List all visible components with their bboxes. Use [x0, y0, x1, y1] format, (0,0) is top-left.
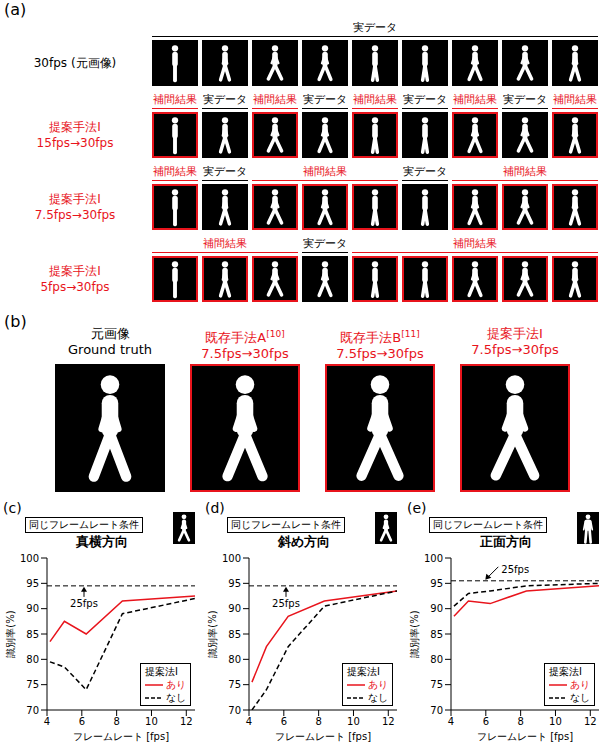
- svg-text:12: 12: [584, 716, 597, 727]
- html-text:補間結果: 補間結果: [253, 93, 297, 106]
- svg-text:8: 8: [517, 716, 523, 727]
- svg-text:95: 95: [26, 578, 39, 589]
- svg-text:12: 12: [382, 716, 395, 727]
- html-text:7.5fps→30fps: 7.5fps→30fps: [336, 346, 424, 362]
- svg-text:8: 8: [113, 716, 119, 727]
- html-text:補間結果: 補間結果: [453, 237, 497, 250]
- svg-text:75: 75: [430, 679, 443, 690]
- html-text:5fps→30fps: 5fps→30fps: [40, 280, 110, 294]
- html-text:元画像: 元画像: [90, 326, 130, 341]
- svg-text:100: 100: [424, 553, 443, 564]
- html-text:斜め方向: 斜め方向: [278, 534, 330, 549]
- html-text:7.5fps→30fps: 7.5fps→30fps: [471, 342, 559, 357]
- svg-text:12: 12: [180, 716, 193, 727]
- html-text:提案手法I: 提案手法I: [487, 326, 543, 341]
- html-text:補間結果: 補間結果: [453, 93, 497, 106]
- html-text:提案法I: 提案法I: [145, 666, 178, 677]
- html-text:あり: あり: [570, 679, 590, 690]
- html-text:Ground truth: Ground truth: [68, 342, 152, 357]
- svg-text:フレームレート [fps]: フレームレート [fps]: [275, 731, 371, 742]
- html-text:あり: あり: [368, 679, 388, 690]
- svg-text:90: 90: [430, 603, 443, 614]
- svg-text:85: 85: [26, 629, 39, 640]
- html-text:既存手法A[10]: 既存手法A[10]: [205, 329, 285, 346]
- svg-text:フレームレート [fps]: フレームレート [fps]: [73, 731, 169, 742]
- html-text:識別率(%): 識別率(%): [207, 610, 218, 658]
- svg-text:6: 6: [79, 716, 85, 727]
- svg-text:25fps: 25fps: [70, 598, 98, 609]
- html-text:実データ: 実データ: [503, 93, 547, 106]
- html-text:提案手法I: 提案手法I: [49, 264, 101, 278]
- html-text:7.5fps→30fps: 7.5fps→30fps: [201, 346, 289, 362]
- html-text:実データ: 実データ: [203, 93, 247, 106]
- html-text:実データ: 実データ: [303, 93, 347, 106]
- svg-text:90: 90: [26, 603, 39, 614]
- svg-text:85: 85: [430, 629, 443, 640]
- html-text:正面方向: 正面方向: [480, 534, 532, 549]
- html-text:あり: あり: [166, 679, 186, 690]
- svg-text:85: 85: [228, 629, 241, 640]
- svg-text:80: 80: [430, 654, 443, 665]
- html-text:補間結果: 補間結果: [553, 93, 597, 106]
- svg-text:6: 6: [483, 716, 489, 727]
- html-text:(a): (a): [4, 0, 27, 19]
- html-text:提案法I: 提案法I: [549, 666, 582, 677]
- svg-text:25fps: 25fps: [272, 598, 300, 609]
- svg-text:10: 10: [347, 716, 360, 727]
- html-text:なし: なし: [166, 692, 186, 703]
- svg-text:6: 6: [281, 716, 287, 727]
- html-text:15fps→30fps: 15fps→30fps: [36, 136, 114, 150]
- html-text:実データ: 実データ: [353, 21, 397, 34]
- svg-text:100: 100: [222, 553, 241, 564]
- html-text:補間結果: 補間結果: [353, 93, 397, 106]
- svg-text:95: 95: [430, 578, 443, 589]
- svg-text:10: 10: [145, 716, 158, 727]
- html-text:提案法I: 提案法I: [347, 666, 380, 677]
- html-text:実データ: 実データ: [303, 237, 347, 250]
- html-text:実データ: 実データ: [403, 165, 447, 178]
- svg-text:70: 70: [430, 705, 443, 716]
- svg-text:75: 75: [26, 679, 39, 690]
- svg-text:95: 95: [228, 578, 241, 589]
- svg-text:80: 80: [228, 654, 241, 665]
- html-text:真横方向: 真横方向: [76, 534, 128, 549]
- html-text:識別率(%): 識別率(%): [409, 610, 420, 658]
- svg-text:4: 4: [246, 716, 252, 727]
- svg-text:10: 10: [549, 716, 562, 727]
- svg-text:80: 80: [26, 654, 39, 665]
- html-text:(e): (e): [407, 500, 427, 516]
- html-text:実データ: 実データ: [203, 165, 247, 178]
- svg-text:25fps: 25fps: [501, 564, 529, 575]
- html-text:(c): (c): [3, 500, 22, 516]
- svg-text:4: 4: [44, 716, 50, 727]
- html-text:補間結果: 補間結果: [203, 237, 247, 250]
- svg-text:70: 70: [228, 705, 241, 716]
- svg-text:100: 100: [20, 553, 39, 564]
- html-text:なし: なし: [570, 692, 590, 703]
- html-text:既存手法B[11]: 既存手法B[11]: [340, 329, 420, 346]
- html-text:実データ: 実データ: [403, 93, 447, 106]
- html-text:7.5fps→30fps: 7.5fps→30fps: [34, 208, 116, 222]
- html-text:同じフレームレート条件: 同じフレームレート条件: [29, 519, 139, 530]
- svg-text:8: 8: [315, 716, 321, 727]
- html-text:提案手法I: 提案手法I: [49, 120, 101, 134]
- html-text:補間結果: 補間結果: [153, 93, 197, 106]
- svg-text:4: 4: [448, 716, 454, 727]
- svg-text:フレームレート [fps]: フレームレート [fps]: [477, 731, 573, 742]
- html-text:同じフレームレート条件: 同じフレームレート条件: [231, 519, 341, 530]
- html-text:(b): (b): [4, 312, 27, 331]
- html-text:補間結果: 補間結果: [503, 165, 547, 178]
- html-text:提案手法I: 提案手法I: [49, 192, 101, 206]
- html-text:(d): (d): [205, 500, 225, 516]
- html-text:30fps (元画像): 30fps (元画像): [33, 56, 117, 70]
- html-text:同じフレームレート条件: 同じフレームレート条件: [433, 519, 543, 530]
- html-text:補間結果: 補間結果: [303, 165, 347, 178]
- svg-text:75: 75: [228, 679, 241, 690]
- svg-text:70: 70: [26, 705, 39, 716]
- html-text:なし: なし: [368, 692, 388, 703]
- html-text:補間結果: 補間結果: [153, 165, 197, 178]
- svg-text:90: 90: [228, 603, 241, 614]
- html-text:識別率(%): 識別率(%): [5, 610, 16, 658]
